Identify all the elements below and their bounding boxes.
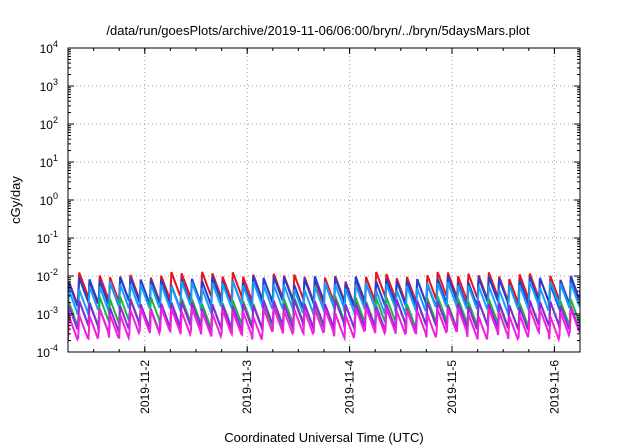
- y-axis-title: cGy/day: [8, 176, 23, 224]
- series-line: [68, 280, 580, 317]
- x-tick-label: 2019-11-6: [547, 360, 561, 414]
- y-tick-label: 103: [40, 77, 58, 94]
- x-axis-title: Coordinated Universal Time (UTC): [224, 430, 423, 445]
- y-tick-label: 10-3: [37, 305, 58, 322]
- y-tick-label: 10-2: [37, 267, 58, 284]
- x-tick-label: 2019-11-4: [343, 360, 357, 414]
- x-tick-label: 2019-11-5: [445, 360, 459, 414]
- y-tick-label: 101: [40, 153, 58, 170]
- plot-area: [68, 271, 580, 343]
- series-line: [68, 307, 580, 343]
- chart-title: /data/run/goesPlots/archive/2019-11-06/0…: [106, 23, 530, 38]
- series-group: [68, 271, 580, 343]
- y-tick-label: 102: [40, 115, 58, 132]
- axis-ticks: [67, 47, 581, 353]
- y-tick-label: 100: [40, 191, 58, 208]
- y-tick-label: 10-4: [37, 343, 58, 360]
- y-tick-label: 104: [40, 39, 58, 56]
- x-tick-label: 2019-11-2: [138, 360, 152, 414]
- series-line: [68, 299, 580, 336]
- y-tick-label: 10-1: [37, 229, 58, 246]
- x-tick-label: 2019-11-3: [240, 360, 254, 414]
- x-axis: 2019-11-2 2019-11-3 2019-11-4 2019-11-5 2019…: [138, 360, 562, 414]
- y-axis: 10-4 10-3 10-2 10-1 100 101 102 103 104: [37, 39, 58, 360]
